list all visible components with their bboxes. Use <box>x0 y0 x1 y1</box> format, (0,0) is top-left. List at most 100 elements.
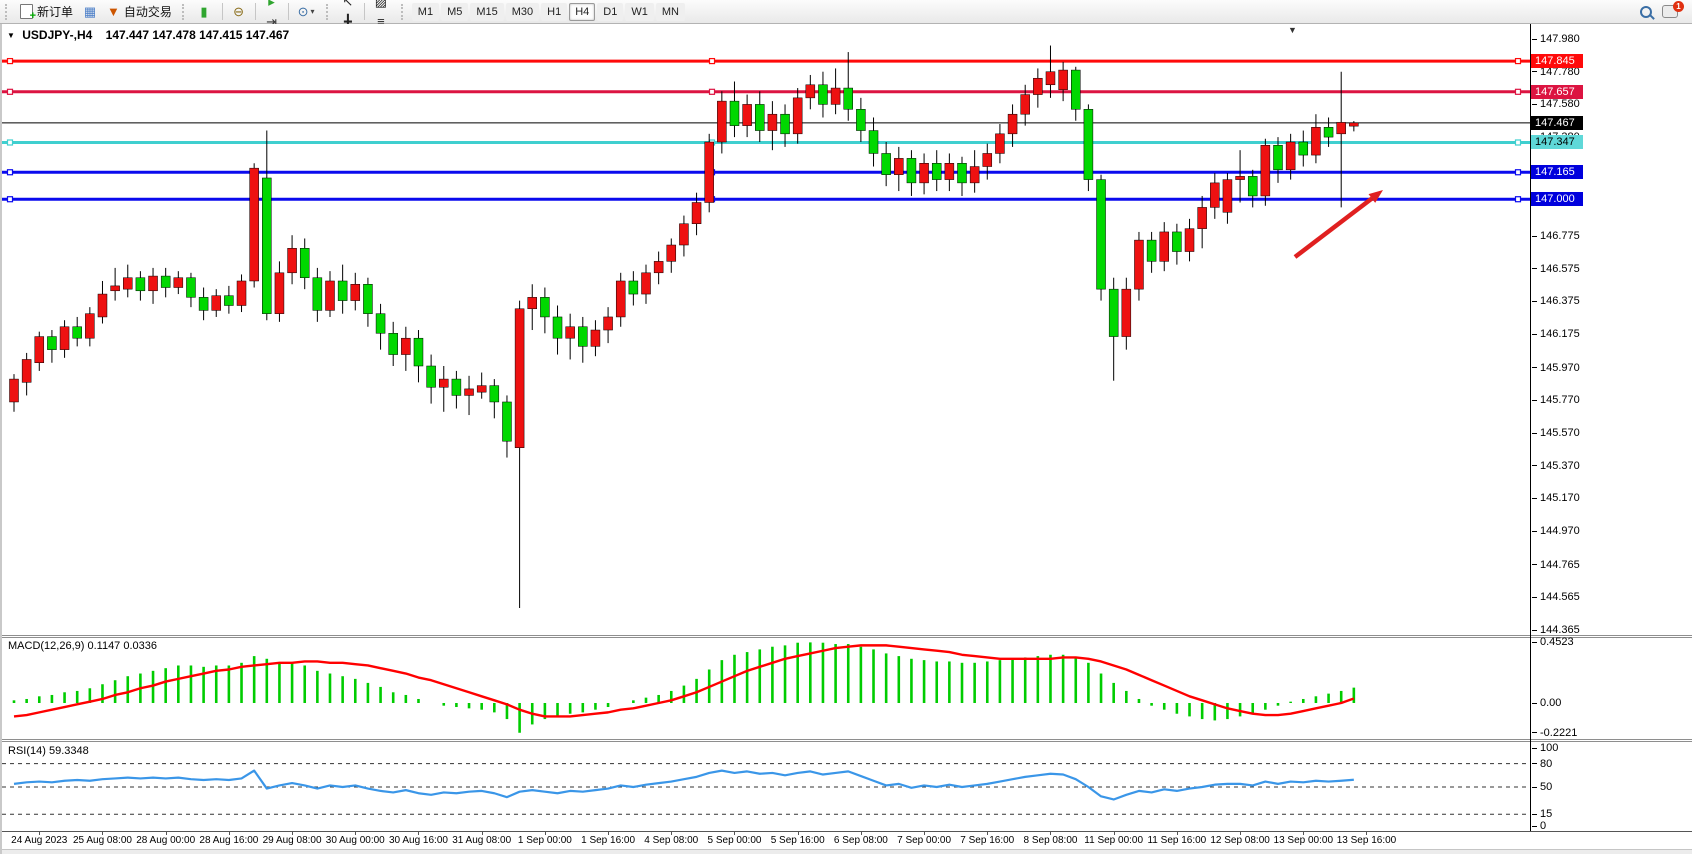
time-axis-label: 28 Aug 00:00 <box>136 835 196 846</box>
candle <box>1108 277 1119 381</box>
new-order-label: 新订单 <box>37 4 74 19</box>
candle <box>363 277 373 327</box>
line-handle[interactable] <box>6 169 14 176</box>
candle <box>691 192 702 236</box>
candle <box>451 370 462 409</box>
price-axis-line <box>1530 24 1531 831</box>
bottom-strip <box>2 849 1692 854</box>
candle <box>755 91 765 143</box>
toolbar-grip[interactable] <box>181 3 188 20</box>
line-handle[interactable] <box>6 196 14 203</box>
periods-button[interactable]: ⊙ ▾ <box>294 2 319 22</box>
candle <box>1007 104 1018 147</box>
candle <box>628 271 639 306</box>
candle <box>160 267 171 298</box>
timeframe-mn-button[interactable]: MN <box>655 3 685 21</box>
time-axis[interactable]: 24 Aug 2023 25 Aug 08:00 28 Aug 00:00 28 Au… <box>2 831 1692 850</box>
candle <box>1121 277 1132 350</box>
candle <box>439 366 449 412</box>
axis-tick: 144.765 <box>1532 558 1580 571</box>
line-handle[interactable] <box>1514 88 1522 95</box>
chat-icon[interactable]: 1 <box>1662 1 1684 18</box>
toolbar-grip[interactable] <box>325 3 332 20</box>
axis-tick: -0.2221 <box>1532 726 1577 739</box>
line-handle[interactable] <box>1514 57 1522 65</box>
trend-arrow-object[interactable] <box>1293 190 1383 259</box>
candle <box>375 303 386 350</box>
horizontal-line-147.657[interactable] <box>2 88 1530 95</box>
candle <box>552 305 563 355</box>
line-handle[interactable] <box>1514 139 1522 146</box>
candle <box>34 331 45 371</box>
axis-tick: 146.575 <box>1532 262 1580 275</box>
line-handle[interactable] <box>708 88 716 95</box>
candlestick-chart-button[interactable]: ▮ <box>193 2 215 22</box>
chart-shift-button[interactable]: ⇥ <box>261 12 283 32</box>
axis-tick: 147.980 <box>1532 33 1580 46</box>
candle <box>590 320 601 357</box>
auto-scroll-button[interactable]: ▸ <box>261 0 283 12</box>
timeframe-h1-button[interactable]: H1 <box>541 3 568 21</box>
candle <box>1247 169 1258 208</box>
chevron-down-icon[interactable]: ▾ <box>310 6 315 16</box>
toolbar-grip[interactable] <box>5 3 11 20</box>
rsi-line <box>13 769 1354 801</box>
line-handle[interactable] <box>6 88 14 95</box>
candle <box>249 163 259 288</box>
fibonacci-button[interactable]: ≡ <box>370 12 392 32</box>
horizontal-line-147.000[interactable] <box>2 196 1530 203</box>
candle <box>135 271 146 301</box>
price-badge-147.845: 147.845 <box>1531 54 1583 69</box>
candle <box>767 101 778 151</box>
candle <box>325 271 335 317</box>
timeframe-m15-button[interactable]: M15 <box>470 3 504 21</box>
rsi-pane-canvas[interactable] <box>2 742 1530 830</box>
candle <box>540 287 550 334</box>
line-handle[interactable] <box>1514 196 1522 203</box>
channel-button[interactable]: ▨ <box>370 0 392 12</box>
timeframe-m30-button[interactable]: M30 <box>505 3 540 21</box>
time-axis-label: 6 Sep 08:00 <box>833 835 888 846</box>
crosshair-button[interactable]: ╋ <box>337 12 359 32</box>
candle <box>830 68 841 115</box>
candle <box>742 94 752 138</box>
timeframe-m1-button[interactable]: M1 <box>411 3 440 21</box>
candle <box>653 251 664 285</box>
candle <box>413 330 424 383</box>
candle <box>1235 150 1245 203</box>
chart-title: ▼ USDJPY-,H4 147.447 147.478 147.415 147… <box>7 28 289 42</box>
price-badge-147.165: 147.165 <box>1531 165 1583 180</box>
horizontal-line-147.165[interactable] <box>2 169 1530 176</box>
auto-trading-button[interactable]: ▼ 自动交易 <box>103 2 176 22</box>
auto-scroll-icon: ▸ <box>268 0 275 9</box>
timeframe-m5-button[interactable]: M5 <box>441 3 469 21</box>
marketwatch-button[interactable]: ▦ <box>79 2 101 22</box>
axis-tick: 145.370 <box>1532 459 1580 472</box>
timeframe-d1-button[interactable]: D1 <box>597 3 624 21</box>
toolbar-grip[interactable] <box>400 3 407 20</box>
axis-tick: 0.00 <box>1532 697 1561 710</box>
line-handle[interactable] <box>708 57 716 65</box>
line-handle[interactable] <box>6 57 14 65</box>
horizontal-line-147.845[interactable] <box>2 57 1530 65</box>
new-order-button[interactable]: 新订单 <box>16 2 77 22</box>
line-handle[interactable] <box>6 139 14 146</box>
zoom-out-button[interactable]: ⊖ <box>228 2 250 22</box>
time-axis-label: 11 Sep 16:00 <box>1147 835 1207 846</box>
channel-icon: ▨ <box>374 0 388 9</box>
line-handle[interactable] <box>1514 169 1522 176</box>
search-icon[interactable] <box>1640 5 1652 18</box>
timeframe-h4-button[interactable]: H4 <box>569 3 596 21</box>
macd-label: MACD(12,26,9) 0.1147 0.0336 <box>8 640 157 652</box>
chart-shift-marker[interactable]: ▼ <box>1288 25 1297 35</box>
macd-pane-canvas[interactable] <box>2 637 1530 741</box>
cursor-button[interactable]: ↖ <box>337 0 359 12</box>
candle <box>502 395 512 458</box>
timeframe-w1-button[interactable]: W1 <box>625 3 654 21</box>
chart-menu-icon[interactable]: ▼ <box>7 31 15 40</box>
main-chart-canvas[interactable] <box>2 24 1530 637</box>
cursor-icon: ↖ <box>342 0 354 9</box>
candle <box>299 238 310 290</box>
axis-tick: 100 <box>1532 742 1558 755</box>
